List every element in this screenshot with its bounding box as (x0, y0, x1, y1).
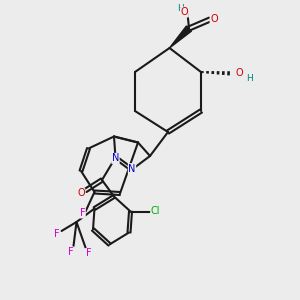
Text: H: H (246, 74, 252, 83)
Text: F: F (54, 229, 60, 239)
Text: H: H (177, 4, 183, 13)
Text: F: F (86, 248, 91, 259)
Text: N: N (128, 164, 136, 174)
Text: N: N (112, 153, 119, 164)
Text: O: O (181, 7, 188, 17)
Text: O: O (236, 68, 243, 79)
Text: O: O (210, 14, 218, 25)
Text: Cl: Cl (151, 206, 160, 216)
Text: F: F (80, 208, 85, 218)
Text: F: F (68, 247, 73, 257)
Text: O: O (77, 188, 85, 199)
Polygon shape (169, 26, 191, 48)
